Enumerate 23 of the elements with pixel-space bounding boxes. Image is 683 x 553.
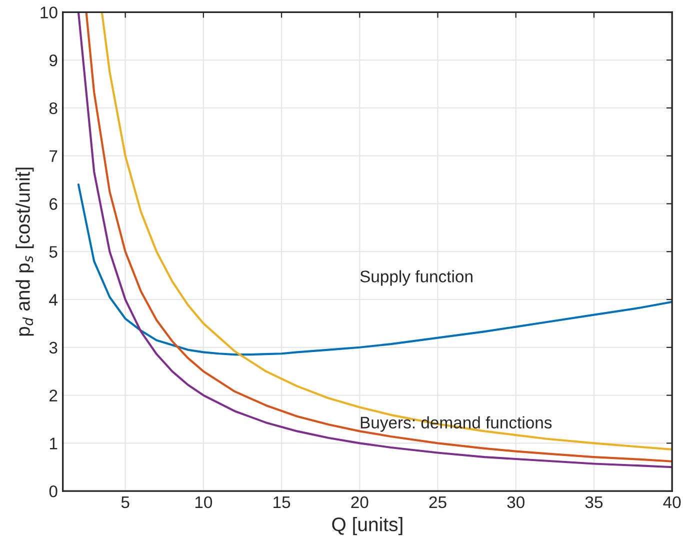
- y-tick-label: 6: [50, 198, 58, 210]
- y-tick-label: 4: [49, 294, 58, 306]
- y-tick-label: 1: [50, 438, 58, 450]
- x-tick-label: 40: [663, 496, 681, 508]
- x-tick-label: 35: [585, 496, 603, 508]
- x-tick-label: 5: [121, 496, 130, 508]
- y-tick-label: 0: [49, 485, 58, 498]
- y-tick-label: 10: [40, 6, 58, 18]
- x-tick-label: 10: [195, 496, 212, 508]
- y-tick-label: 9: [49, 54, 58, 66]
- x-tick-label: 20: [351, 496, 368, 508]
- x-tick-label: 30: [507, 496, 524, 508]
- x-tick-label: 25: [429, 496, 446, 508]
- y-tick-label: 5: [49, 246, 58, 258]
- x-tick-label: 15: [274, 496, 290, 508]
- x-axis-title: Q [units]: [332, 517, 402, 536]
- y-tick-label: 2: [50, 390, 58, 402]
- y-axis-title: p$_{d}$ and p$_{s}$ [cost/unit]: [16, 168, 34, 336]
- annotation: Supply function: [360, 270, 472, 286]
- y-tick-label: 3: [49, 342, 58, 354]
- line-series: [77, 184, 672, 356]
- y-tick-label: 7: [50, 150, 58, 162]
- y-tick-label: 8: [49, 102, 58, 114]
